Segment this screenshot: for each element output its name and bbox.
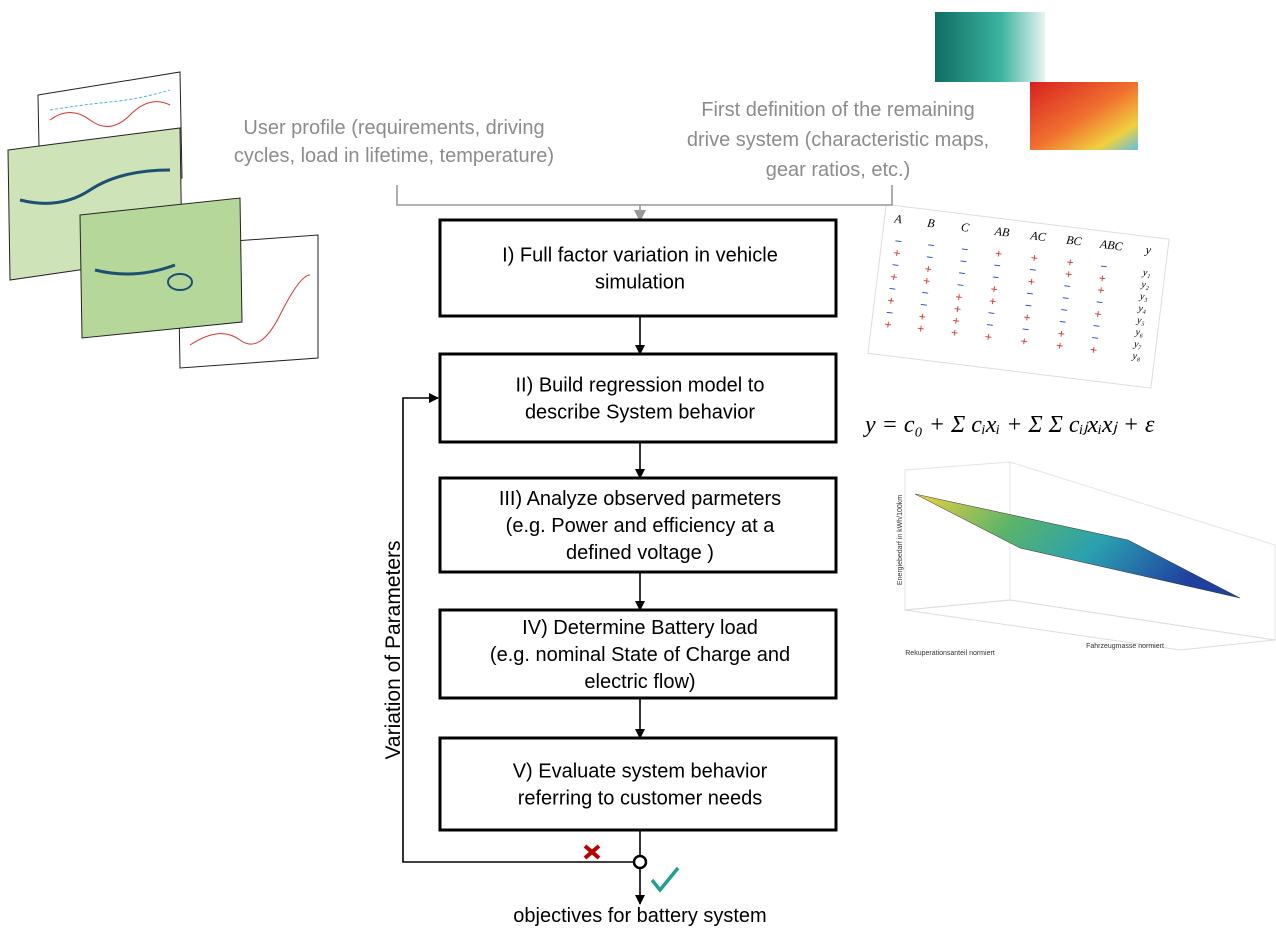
table-response: y₁ (1141, 267, 1151, 279)
loop-label: Variation of Parameters (382, 540, 405, 759)
input-text: gear ratios, etc.) (766, 159, 911, 181)
reject-icon (585, 846, 599, 858)
input-text: First definition of the remaining (701, 99, 974, 121)
step-text: III) Analyze observed parmeters (499, 488, 781, 510)
diagram: ABCABACBCABCy−−−+++−y₁+−−−−++y₂−+−−+−+y₃… (0, 0, 1276, 936)
z-axis-label: Energiebedarf in kWh/100km (897, 495, 904, 585)
process-box (440, 354, 836, 442)
step-text: II) Build regression model to (515, 375, 764, 397)
step-text: (e.g. Power and efficiency at a (506, 515, 776, 537)
step-text: V) Evaluate system behavior (513, 761, 768, 783)
x-axis-label: Rekuperationsanteil normiert (905, 650, 995, 657)
input-text: drive system (characteristic maps, (687, 129, 989, 151)
efficiency-map (935, 12, 1045, 82)
process-box (440, 220, 836, 316)
output-label: objectives for battery system (513, 905, 766, 927)
efficiency-map (1030, 82, 1138, 150)
table-header: ABC (1098, 237, 1124, 254)
input-text: cycles, load in lifetime, temperature) (234, 145, 554, 167)
table-header: AC (1029, 228, 1048, 244)
decision-node (634, 856, 646, 868)
step-text: electric flow) (584, 671, 695, 693)
y-axis-label: Fahrzeugmasse normiert (1086, 643, 1164, 650)
step-text: (e.g. nominal State of Charge and (490, 644, 790, 666)
table-header: BC (1065, 233, 1083, 249)
regression-formula: y = c₀ + Σ cᵢxᵢ + Σ Σ cᵢⱼxᵢxⱼ + ε (863, 412, 1155, 438)
step-text: describe System behavior (525, 402, 755, 424)
step-text: simulation (595, 272, 685, 294)
table-header: AB (993, 224, 1011, 240)
step-text: referring to customer needs (518, 788, 763, 810)
step-text: defined voltage ) (566, 542, 714, 564)
step-text: IV) Determine Battery load (522, 617, 758, 639)
process-box (440, 738, 836, 830)
surface-plot: Energiebedarf in kWh/100km Rekuperations… (897, 462, 1275, 657)
connector (397, 185, 892, 205)
accept-icon (652, 868, 678, 890)
step-text: I) Full factor variation in vehicle (502, 245, 778, 267)
input-text: User profile (requirements, driving (243, 117, 544, 139)
